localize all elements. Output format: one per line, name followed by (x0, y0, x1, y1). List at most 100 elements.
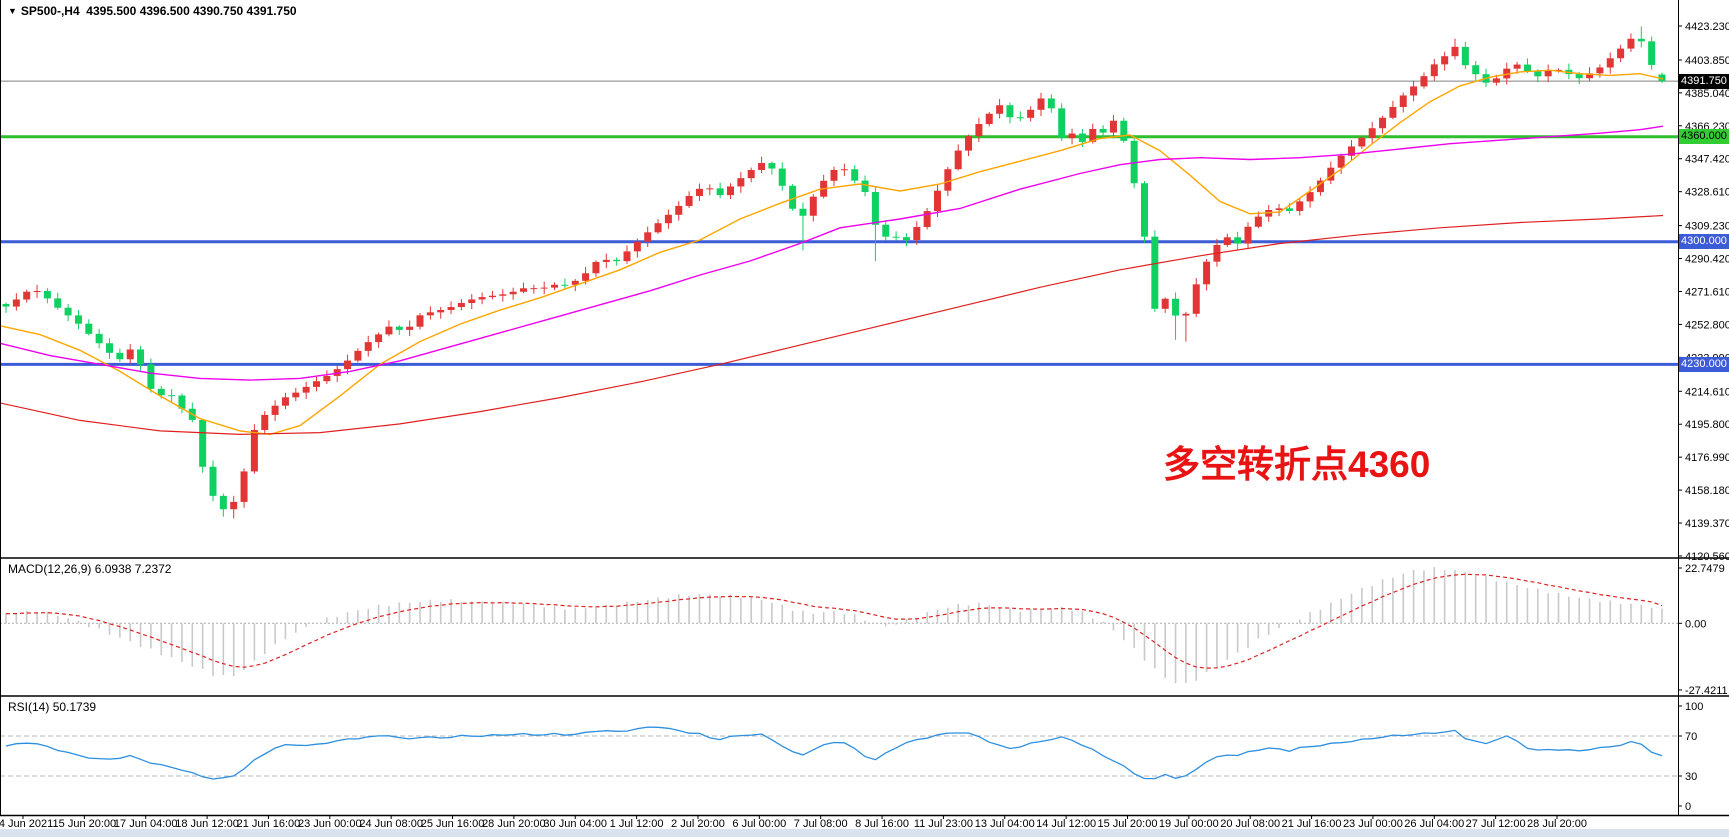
ohlc-low: 4390.750 (193, 4, 244, 18)
candle-body (551, 284, 559, 288)
candle-body (1617, 48, 1625, 59)
candle-body (778, 168, 786, 186)
time-axis-label: 6 Jul 00:00 (732, 818, 786, 830)
time-axis-label: 23 Jun 00:00 (298, 818, 362, 830)
axis-label: 4195.800 (1685, 419, 1729, 431)
candle-body (33, 291, 41, 293)
candle-body (1016, 117, 1024, 119)
candles-layer (2, 26, 1666, 519)
axis-label: 70 (1685, 731, 1697, 743)
window-bottom-strip (0, 829, 1729, 837)
macd-signal-line (6, 573, 1663, 669)
candle-body (623, 251, 631, 262)
candle-body (1555, 69, 1562, 71)
candle-body (406, 326, 414, 330)
candle-body (861, 180, 869, 192)
candle-body (323, 375, 331, 382)
candle-body (137, 349, 145, 365)
ohlc-close: 4391.750 (246, 4, 297, 18)
candle-body (633, 241, 641, 252)
candle-body (892, 236, 900, 238)
candle-body (1058, 108, 1066, 139)
candle-body (1648, 41, 1656, 65)
candle-body (1472, 65, 1480, 75)
candle-body (488, 295, 496, 298)
axis-label: 4309.230 (1685, 221, 1729, 233)
level-label-4360[interactable]: 4360.000 (1679, 129, 1729, 145)
candle-body (1658, 74, 1666, 82)
candle-body (582, 273, 590, 281)
candle-body (2, 303, 10, 307)
chart-header: ▼ SP500-,H4 4395.500 4396.500 4390.750 43… (8, 4, 297, 18)
candle-body (654, 223, 662, 233)
candle-body (313, 381, 320, 387)
candle-body (54, 298, 62, 308)
candle-body (1037, 98, 1045, 110)
time-axis-label: 19 Jul 00:00 (1159, 818, 1219, 830)
candle-body (830, 169, 838, 181)
candle-body (871, 191, 879, 225)
candle-body (1223, 237, 1231, 245)
candle-body (116, 352, 124, 360)
candle-body (1006, 105, 1014, 118)
ma_slow-line (0, 214, 1664, 436)
axis-label: 30 (1685, 771, 1697, 783)
candle-body (840, 169, 848, 171)
candle-body (126, 349, 134, 360)
candle-body (74, 315, 82, 324)
candle-body (1575, 74, 1583, 79)
candle-body (1461, 46, 1469, 66)
candle-body (809, 196, 817, 216)
time-axis-label: 18 Jun 12:00 (175, 818, 239, 830)
candle-body (716, 188, 724, 196)
axis-label: -27.4211 (1685, 685, 1728, 697)
candle-body (209, 466, 217, 496)
level-label-4300[interactable]: 4300.000 (1679, 234, 1729, 250)
candle-body (613, 259, 621, 262)
candle-body (1068, 133, 1076, 139)
time-axis-label: 1 Jul 12:00 (610, 818, 664, 830)
candle-body (1254, 216, 1262, 227)
rsi-line (5, 726, 1663, 780)
macd-signal-value: 7.2372 (134, 562, 172, 576)
bull-bear-turning-point-annotation[interactable]: 多空转折点4360 (1163, 444, 1431, 485)
time-axis-label: 20 Jul 08:00 (1220, 818, 1280, 830)
candle-body (1316, 180, 1324, 193)
candle-body (1306, 192, 1314, 202)
candle-body (747, 170, 755, 179)
candle-body (85, 323, 93, 334)
candle-body (1389, 106, 1397, 118)
candle-body (64, 307, 72, 316)
axis-label: 100 (1685, 701, 1703, 713)
candle-body (1244, 226, 1252, 244)
candle-body (706, 188, 714, 190)
candle-body (1420, 76, 1428, 87)
axis-label: 22.7479 (1685, 563, 1725, 575)
candle-body (1513, 64, 1521, 69)
axis-label: 0.00 (1685, 618, 1706, 630)
horizontal-level-lines[interactable] (0, 135, 1678, 366)
time-axis-label: 2 Jul 20:00 (671, 818, 725, 830)
time-axis-label: 15 Jun 20:00 (53, 818, 117, 830)
candle-body (789, 185, 797, 209)
candle-body (1368, 128, 1376, 138)
level-label-4230[interactable]: 4230.000 (1679, 356, 1729, 372)
candle-body (768, 163, 776, 169)
candle-body (1161, 298, 1169, 309)
time-axis-label: 17 Jun 04:00 (114, 818, 178, 830)
candle-body (43, 291, 51, 299)
time-axis-label: 30 Jun 04:00 (543, 818, 607, 830)
candle-body (1182, 313, 1190, 316)
candle-body (685, 195, 693, 206)
candle-body (1078, 133, 1086, 142)
candle-body (437, 309, 445, 313)
axis-label: 4271.610 (1685, 286, 1729, 298)
candle-body (799, 208, 807, 216)
candle-body (1441, 56, 1449, 65)
candle-body (261, 414, 269, 430)
axis-label: 4328.610 (1685, 187, 1729, 199)
candle-body (664, 214, 672, 224)
time-axis-label: 28 Jun 20:00 (482, 818, 546, 830)
